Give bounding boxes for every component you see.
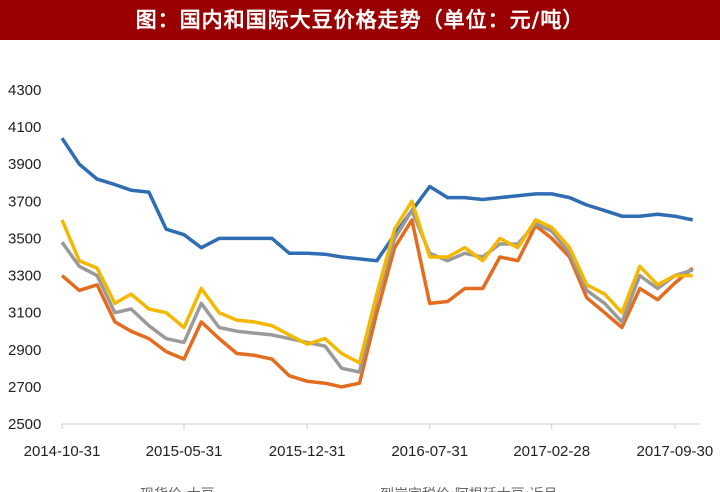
y-tick-label: 2900 [8, 342, 41, 359]
y-tick-label: 4100 [8, 119, 41, 136]
x-tick-label: 2016-07-31 [391, 443, 468, 460]
y-tick-label: 4300 [8, 82, 41, 99]
x-tick-label: 2017-02-28 [513, 443, 590, 460]
y-tick-label: 3700 [8, 193, 41, 210]
y-tick-label: 3300 [8, 268, 41, 285]
chart-title: 图：国内和国际大豆价格走势（单位：元/吨） [0, 0, 720, 40]
x-tick-label: 2017-09-30 [637, 443, 714, 460]
series-line-0 [60, 137, 694, 263]
series-line-1 [60, 218, 694, 389]
legend-label: 现货价:大豆 [140, 486, 215, 492]
x-tick-label: 2015-12-31 [269, 443, 346, 460]
x-tick-label: 2015-05-31 [146, 443, 223, 460]
y-tick-label: 3500 [8, 230, 41, 247]
y-tick-label: 3900 [8, 156, 41, 173]
x-tick-label: 2014-10-31 [24, 443, 101, 460]
series-line-3 [60, 199, 693, 365]
y-tick-label: 2500 [8, 416, 41, 433]
y-tick-label: 2700 [8, 379, 41, 396]
y-tick-label: 3100 [8, 305, 41, 322]
legend-label: 到岸完税价:阿根廷大豆:近月 [380, 487, 557, 492]
